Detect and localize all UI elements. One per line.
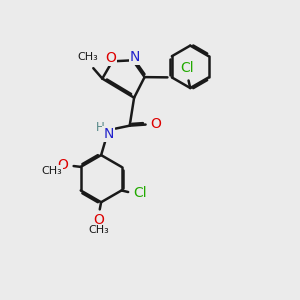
Text: CH₃: CH₃: [42, 166, 62, 176]
Text: N: N: [130, 50, 140, 64]
Text: Cl: Cl: [134, 186, 147, 200]
Text: N: N: [103, 127, 114, 141]
Text: O: O: [93, 214, 104, 227]
Text: O: O: [57, 158, 68, 172]
Text: CH₃: CH₃: [77, 52, 98, 62]
Text: H: H: [96, 121, 105, 134]
Text: Cl: Cl: [181, 61, 194, 75]
Text: CH₃: CH₃: [88, 225, 109, 235]
Text: O: O: [151, 117, 162, 131]
Text: O: O: [105, 51, 116, 65]
